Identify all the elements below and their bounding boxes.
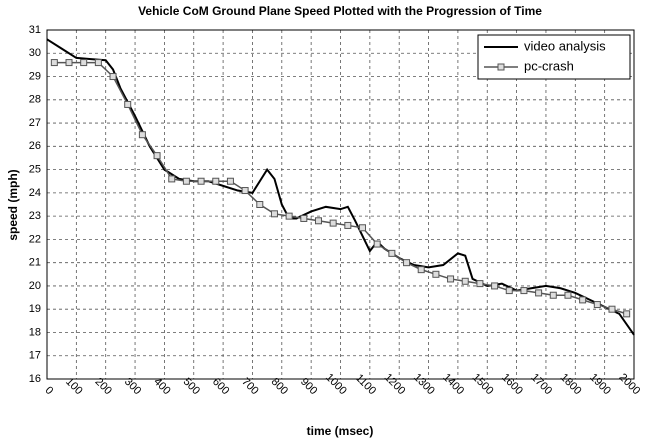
x-tick-label: 1000 — [323, 371, 349, 397]
marker — [417, 266, 425, 274]
y-tick-label: 26 — [29, 140, 41, 152]
marker — [109, 73, 117, 81]
marker — [124, 100, 132, 108]
marker — [329, 219, 337, 227]
x-tick-label: 1800 — [558, 371, 584, 397]
marker — [50, 59, 58, 67]
marker — [197, 177, 205, 185]
y-tick-label: 29 — [29, 70, 41, 82]
x-tick-label: 1100 — [353, 372, 378, 397]
legend-label: video analysis — [524, 38, 606, 53]
y-tick-label: 16 — [29, 373, 41, 385]
y-tick-label: 25 — [29, 164, 41, 176]
y-tick-label: 28 — [29, 94, 41, 106]
marker — [579, 296, 587, 304]
marker — [623, 310, 631, 318]
marker — [535, 289, 543, 297]
x-tick-label: 0 — [42, 384, 55, 397]
marker — [432, 270, 440, 278]
chart-title: Vehicle CoM Ground Plane Speed Plotted w… — [138, 4, 542, 18]
series-line — [54, 61, 627, 315]
y-tick-label: 23 — [29, 210, 41, 222]
y-tick-label: 24 — [29, 187, 41, 199]
x-tick-label: 1500 — [470, 371, 496, 397]
marker — [476, 280, 484, 288]
marker — [270, 210, 278, 218]
marker — [344, 221, 352, 229]
marker — [447, 275, 455, 283]
y-tick-label: 21 — [29, 257, 41, 269]
x-axis-title: time (msec) — [307, 424, 374, 438]
y-tick-label: 17 — [29, 350, 41, 362]
x-tick-label: 2000 — [617, 371, 643, 397]
marker — [168, 175, 176, 183]
marker — [226, 177, 234, 185]
marker — [80, 59, 88, 67]
y-tick-label: 22 — [29, 233, 41, 245]
y-tick-label: 19 — [29, 303, 41, 315]
marker — [491, 282, 499, 290]
marker — [285, 212, 293, 220]
plot-frame — [46, 29, 635, 380]
marker — [153, 152, 161, 160]
legend-marker — [497, 63, 505, 71]
x-tick-label: 1400 — [440, 371, 466, 397]
y-tick-label: 20 — [29, 280, 41, 292]
marker — [65, 59, 73, 67]
y-tick-label: 31 — [29, 24, 41, 36]
x-tick-label: 1600 — [499, 371, 525, 397]
marker — [549, 291, 557, 299]
marker — [138, 131, 146, 139]
y-tick-label: 18 — [29, 326, 41, 338]
marker — [608, 305, 616, 313]
marker — [505, 287, 513, 295]
x-tick-label: 1300 — [411, 371, 437, 397]
y-tick-label: 30 — [29, 47, 41, 59]
marker — [520, 287, 528, 295]
marker — [359, 224, 367, 232]
marker — [94, 59, 102, 67]
legend-box — [477, 34, 631, 80]
marker — [461, 277, 469, 285]
x-tick-label: 1700 — [528, 371, 554, 397]
y-axis-title: speed (mph) — [6, 169, 20, 240]
marker — [403, 259, 411, 267]
marker — [241, 187, 249, 195]
marker — [593, 301, 601, 309]
legend-label: pc-crash — [524, 58, 574, 73]
marker — [256, 201, 264, 208]
marker — [373, 240, 381, 248]
marker — [388, 249, 396, 257]
marker — [182, 177, 190, 185]
marker — [300, 214, 308, 222]
marker — [212, 177, 220, 185]
marker — [314, 217, 322, 225]
x-tick-label: 1200 — [382, 371, 408, 397]
x-tick-label: 1900 — [587, 371, 613, 397]
marker — [564, 291, 572, 299]
y-tick-label: 27 — [29, 117, 41, 129]
